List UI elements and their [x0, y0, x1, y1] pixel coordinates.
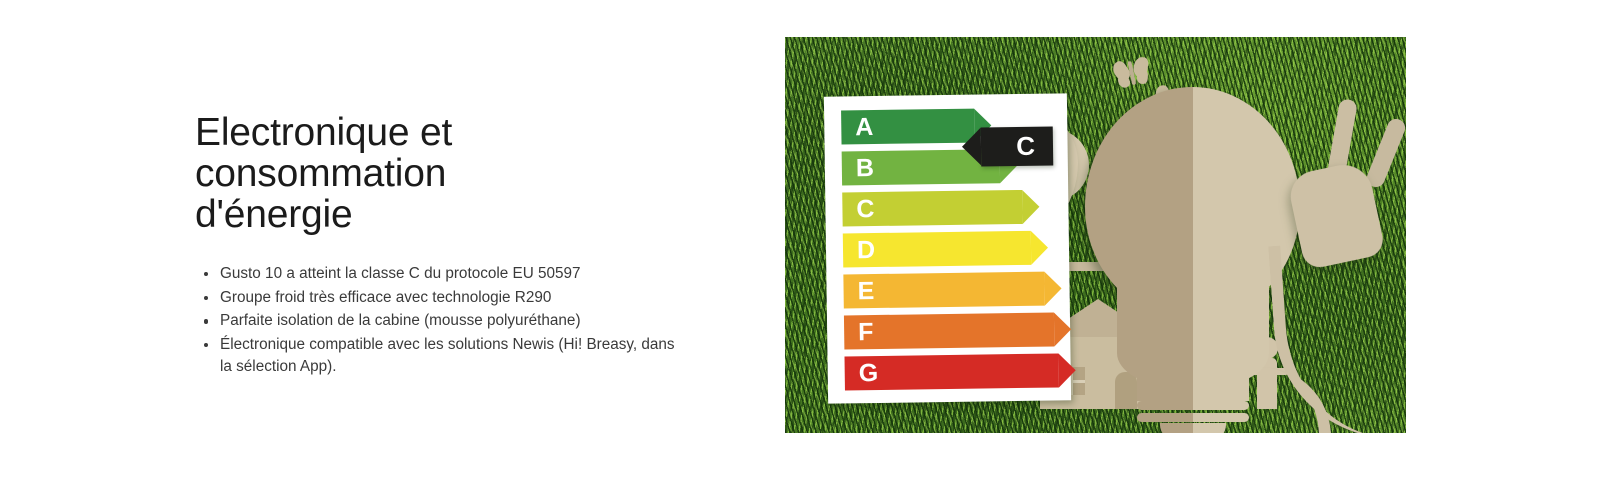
light-bulb-thread-icon [1137, 401, 1249, 410]
energy-class-bar-g: G [844, 353, 1059, 391]
energy-class-bar-c: C [842, 189, 1023, 227]
list-item-label: Parfaite isolation de la cabine (mousse … [220, 312, 581, 330]
bullet-dot-icon [204, 319, 209, 324]
bullet-dot-icon [204, 342, 209, 348]
list-item-label: Gusto 10 a atteint la classe C du protoc… [220, 265, 581, 282]
selected-energy-class-callout: C [980, 126, 1054, 167]
energy-class-letter: E [857, 276, 875, 305]
feature-bullet-list: Gusto 10 a atteint la classe C du protoc… [195, 263, 685, 379]
list-item-label: Groupe froid très efficace avec technolo… [220, 288, 552, 306]
energy-class-letter: A [855, 112, 874, 141]
energy-class-letter: C [856, 194, 875, 223]
light-bulb-tip-icon [1160, 423, 1226, 433]
energy-class-letter: F [857, 317, 874, 346]
light-bulb-thread-icon [1137, 389, 1249, 398]
list-item: Parfaite isolation de la cabine (mousse … [195, 310, 685, 333]
list-item-label: Électronique compatible avec les solutio… [220, 335, 675, 376]
energy-class-bar-d: D [842, 230, 1032, 268]
plug-prong-icon [1364, 116, 1406, 190]
energy-class-letter: G [858, 358, 879, 387]
text-column: Electronique et consommation d'énergie G… [195, 112, 685, 380]
energy-class-letter: B [855, 153, 875, 182]
list-item: Gusto 10 a atteint la classe C du protoc… [195, 263, 685, 286]
energy-class-bar-a: A [841, 108, 975, 145]
energy-class-bar-e: E [843, 271, 1045, 309]
light-bulb-thread-icon [1137, 413, 1249, 422]
page-title: Electronique et consommation d'énergie [195, 111, 453, 236]
selected-class-letter: C [1016, 130, 1036, 162]
energy-illustration-image: A B C D E F G [785, 37, 1406, 433]
list-item: Électronique compatible avec les solutio… [195, 334, 685, 379]
bullet-dot-icon [204, 295, 209, 300]
energy-class-letter: D [856, 235, 876, 264]
bullet-dot-icon [204, 272, 209, 277]
list-item: Groupe froid très efficace avec technolo… [195, 287, 685, 310]
light-bulb-globe-icon [1085, 87, 1300, 317]
energy-class-bar-f: F [843, 312, 1055, 350]
